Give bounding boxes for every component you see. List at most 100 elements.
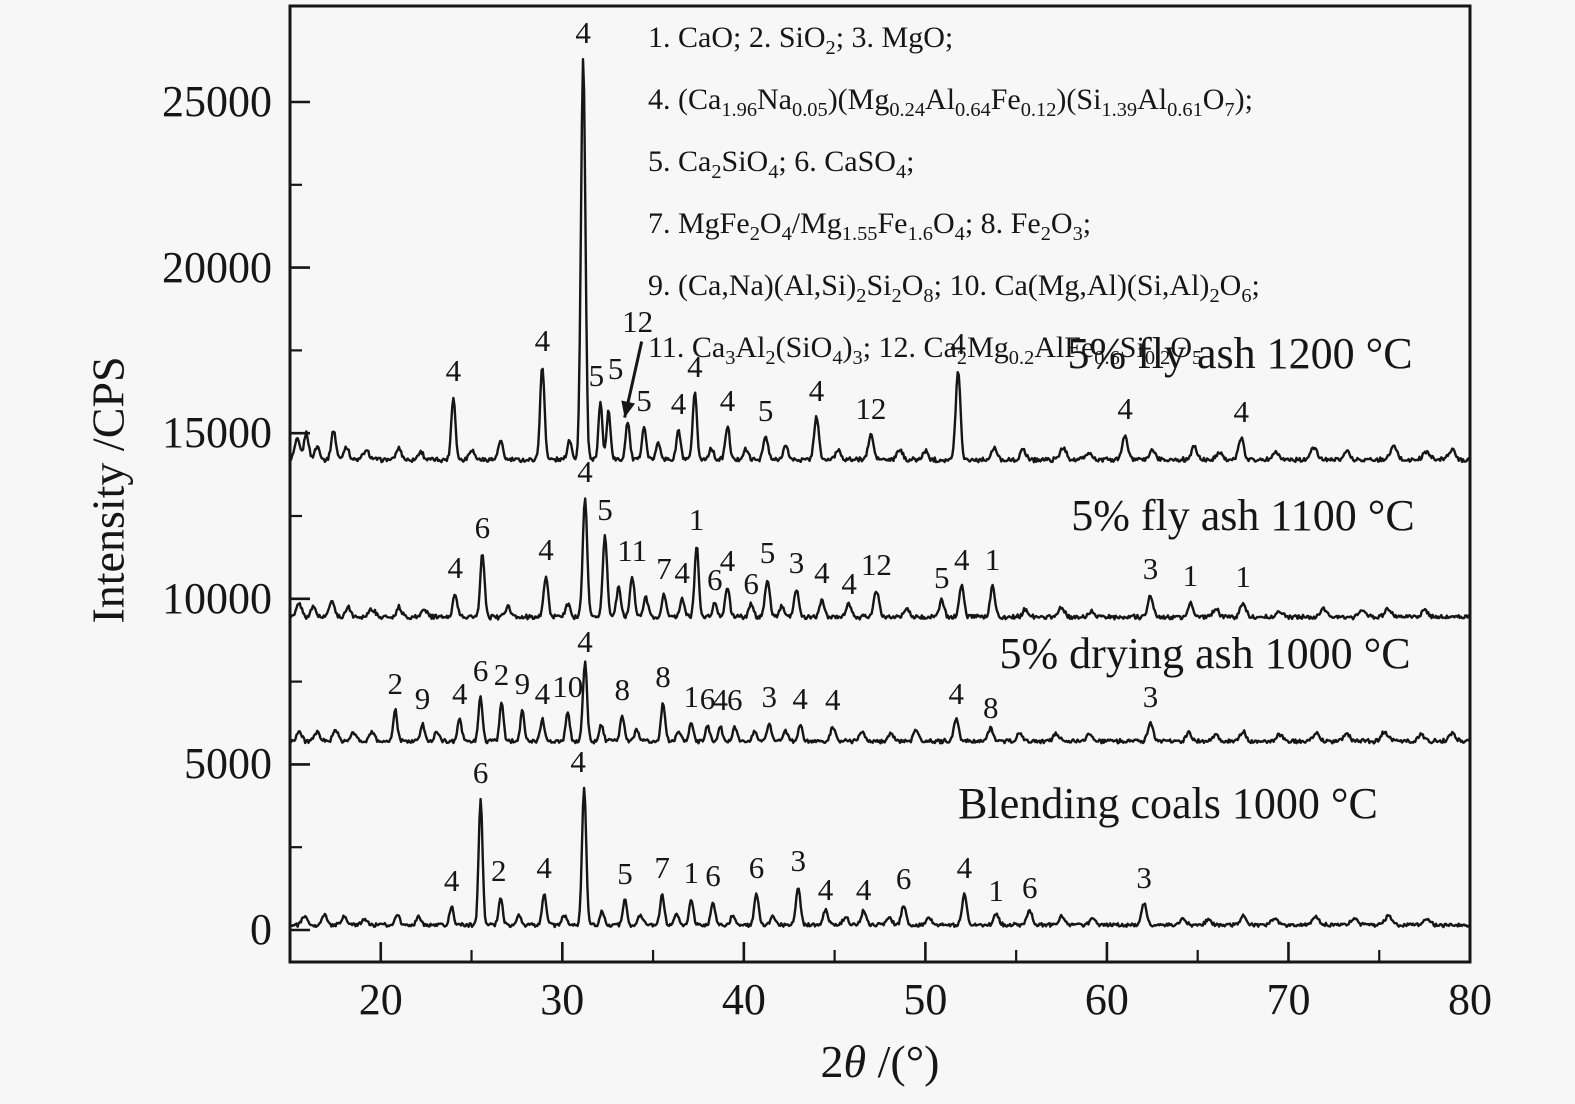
peak-label-4: 4 xyxy=(1233,394,1250,430)
peak-label-2: 2 xyxy=(491,852,507,888)
peak-label-4: 4 xyxy=(670,385,687,421)
peak-label-5: 5 xyxy=(757,392,774,428)
peak-label-4: 4 xyxy=(719,382,736,418)
y-tick-label: 25000 xyxy=(162,77,272,126)
peak-label-8: 8 xyxy=(655,659,671,695)
legend-line: 7. MgFe2O4/Mg1.55Fe1.6O4; 8. Fe2O3; xyxy=(648,207,1092,245)
peak-label-3: 3 xyxy=(761,679,778,714)
peak-label-6: 6 xyxy=(472,755,489,791)
y-tick-label: 20000 xyxy=(162,242,272,292)
peak-label-4: 4 xyxy=(447,549,463,585)
peak-label-4: 4 xyxy=(1117,390,1133,426)
peak-label-6: 6 xyxy=(474,510,491,546)
x-tick-label: 80 xyxy=(1448,975,1492,1024)
legend-line: 9. (Ca,Na)(Al,Si)2Si2O8; 10. Ca(Mg,Al)(S… xyxy=(648,269,1260,307)
annotation-arrow-head xyxy=(621,400,635,418)
peak-label-4: 4 xyxy=(855,872,872,908)
peak-label-1: 1 xyxy=(984,541,1001,577)
peak-label-4: 4 xyxy=(841,565,857,601)
peak-label-8: 8 xyxy=(614,672,630,708)
peak-label-4: 4 xyxy=(825,682,841,718)
x-tick-label: 70 xyxy=(1266,975,1311,1024)
xrd-trace-drying-ash-1000 xyxy=(288,660,1471,745)
peak-label-4: 4 xyxy=(712,682,728,718)
phase-legend: 1. CaO; 2. SiO2; 3. MgO; 4. (Ca1.96Na0.05… xyxy=(648,12,1260,384)
peak-label-4: 4 xyxy=(538,531,554,567)
peak-label-4: 4 xyxy=(534,675,551,711)
peak-label-4: 4 xyxy=(577,623,593,659)
peak-label-4: 4 xyxy=(956,849,973,885)
peak-label-6: 6 xyxy=(727,682,743,718)
peak-label-1: 1 xyxy=(683,854,699,890)
peak-label-4: 4 xyxy=(445,352,462,388)
series-label-drying-ash-1000: 5% drying ash 1000 °C xyxy=(999,629,1411,678)
peak-label-4: 4 xyxy=(948,675,964,711)
peak-label-1: 1 xyxy=(1235,559,1251,595)
peak-label-2: 2 xyxy=(387,665,404,701)
peak-label-4: 4 xyxy=(687,349,703,385)
series-label-blending-coals-1000: Blending coals 1000 °C xyxy=(958,779,1378,828)
x-tick-label: 60 xyxy=(1084,975,1129,1024)
peak-label-6: 6 xyxy=(743,565,759,601)
peak-label-11: 11 xyxy=(617,533,648,569)
peak-label-5: 5 xyxy=(588,357,605,393)
peak-label-4: 4 xyxy=(577,453,593,489)
peak-label-4: 4 xyxy=(814,554,830,590)
peak-label-5: 5 xyxy=(759,534,776,570)
peak-label-3: 3 xyxy=(1142,551,1159,587)
peak-label-5: 5 xyxy=(597,491,613,527)
peak-label-6: 6 xyxy=(895,861,912,897)
peak-label-5: 5 xyxy=(617,856,633,892)
peak-label-4: 4 xyxy=(674,554,690,590)
peak-label-12: 12 xyxy=(860,546,892,582)
peak-label-5: 5 xyxy=(933,560,950,596)
x-tick-label: 50 xyxy=(903,975,948,1024)
peak-label-1: 1 xyxy=(688,501,705,537)
x-tick-label: 40 xyxy=(721,975,766,1024)
series-label-fly-ash-1200: 5% fly ash 1200 °C xyxy=(1067,329,1413,378)
peak-label-9: 9 xyxy=(414,680,431,716)
peak-label-2: 2 xyxy=(493,657,510,693)
legend-line: 11. Ca3Al2(SiO4)3; 12. Ca2Mg0.2AlFe0.6Si… xyxy=(648,331,1203,369)
peak-label-3: 3 xyxy=(788,544,805,580)
peak-label-6: 6 xyxy=(472,652,489,688)
peak-label-1: 1 xyxy=(988,873,1004,909)
peak-label-4: 4 xyxy=(950,326,966,362)
y-tick-label: 10000 xyxy=(162,573,272,623)
xrd-trace-fly-ash-1100 xyxy=(288,497,1471,621)
legend-line: 5. Ca2SiO4; 6. CaSO4; xyxy=(648,145,915,183)
peak-label-9: 9 xyxy=(514,665,531,701)
x-axis-title: 2θ /(°) xyxy=(820,1036,940,1087)
y-tick-label: 0 xyxy=(250,905,272,954)
peak-label-6: 6 xyxy=(699,680,716,716)
peak-label-7: 7 xyxy=(656,551,672,587)
peak-label-6: 6 xyxy=(1022,870,1038,906)
peak-label-4: 4 xyxy=(953,541,970,577)
x-tick-label: 20 xyxy=(358,975,403,1024)
peak-label-12: 12 xyxy=(622,303,654,339)
peak-label-4: 4 xyxy=(808,372,825,408)
peak-label-6: 6 xyxy=(707,562,723,598)
peak-label-6: 6 xyxy=(748,849,765,885)
peak-label-4: 4 xyxy=(443,862,460,898)
legend-line: 1. CaO; 2. SiO2; 3. MgO; xyxy=(648,21,954,59)
peak-label-5: 5 xyxy=(607,350,624,386)
peak-label-6: 6 xyxy=(705,857,721,893)
y-tick-label: 15000 xyxy=(162,408,272,458)
x-tick-label: 30 xyxy=(540,975,585,1024)
peak-label-1: 1 xyxy=(1182,558,1199,594)
xrd-trace-blending-coals-1000 xyxy=(288,786,1471,929)
peak-label-4: 4 xyxy=(451,675,468,711)
peak-label-1: 1 xyxy=(683,679,699,714)
peak-label-10: 10 xyxy=(552,669,584,705)
xrd-trace-fly-ash-1200 xyxy=(288,58,1471,464)
peak-label-4: 4 xyxy=(719,543,736,579)
peak-label-4: 4 xyxy=(575,14,591,50)
legend-line: 4. (Ca1.96Na0.05)(Mg0.24Al0.64Fe0.12)(Si… xyxy=(648,83,1253,121)
peak-label-4: 4 xyxy=(817,872,834,908)
peak-label-4: 4 xyxy=(536,849,552,885)
peak-label-7: 7 xyxy=(654,849,670,885)
peak-label-4: 4 xyxy=(792,680,808,716)
